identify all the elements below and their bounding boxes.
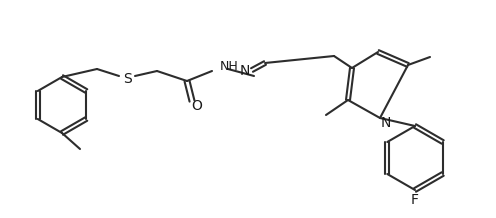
Text: S: S xyxy=(123,72,131,86)
Text: O: O xyxy=(191,99,202,113)
Text: F: F xyxy=(411,193,419,207)
Text: N: N xyxy=(381,116,391,130)
Text: N: N xyxy=(240,64,250,78)
Text: NH: NH xyxy=(220,60,239,73)
